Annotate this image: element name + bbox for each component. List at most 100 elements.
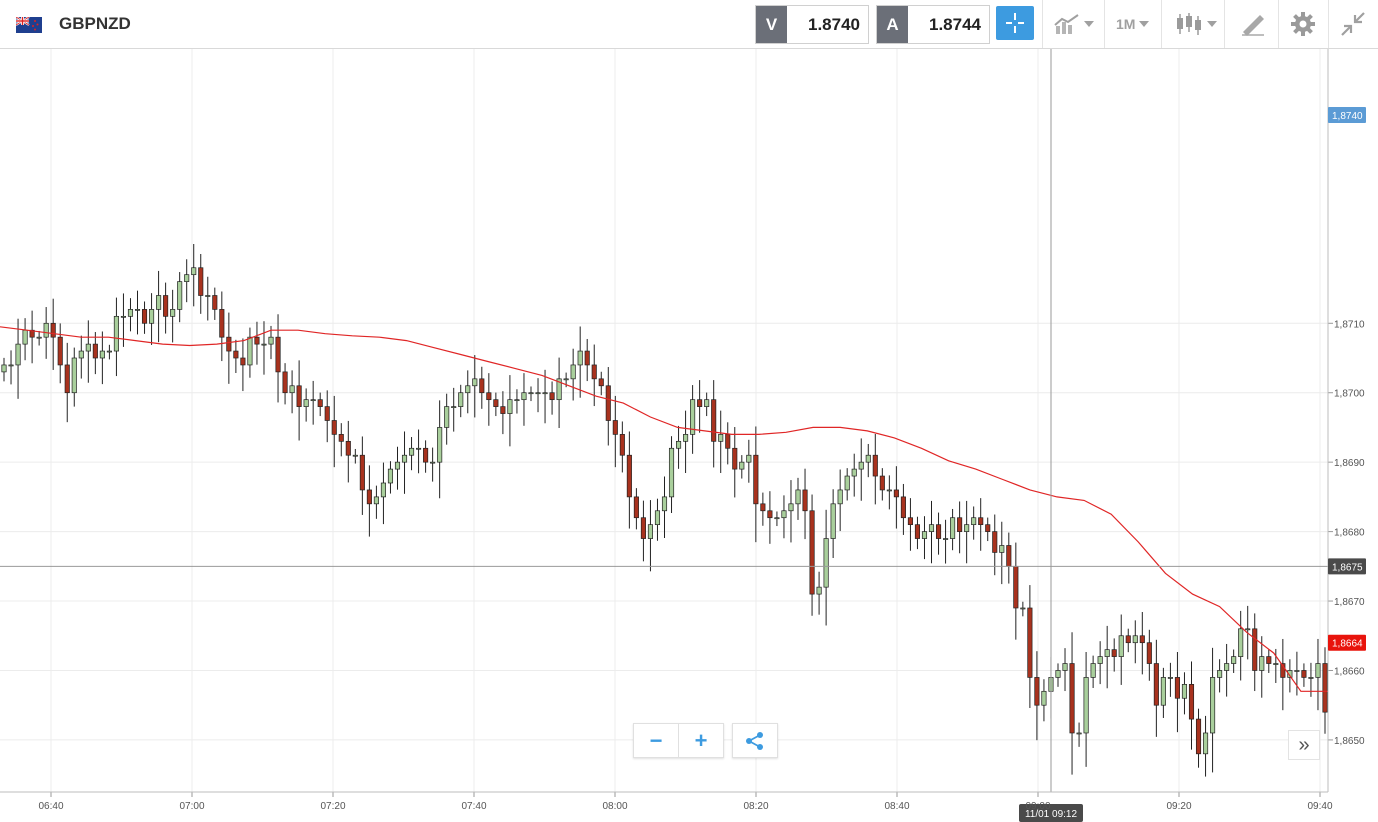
candle [1139, 612, 1145, 675]
candle [739, 455, 745, 479]
candle-body-up [1245, 628, 1251, 631]
candle [619, 421, 625, 473]
candle [85, 320, 91, 383]
candle [401, 431, 408, 494]
share-button[interactable] [732, 723, 778, 758]
indicators-button[interactable] [1054, 10, 1094, 38]
candle [15, 318, 21, 399]
candle-body-up [310, 399, 316, 402]
candle [823, 509, 829, 626]
candle [978, 498, 984, 551]
candle-body-up [1090, 663, 1096, 678]
candle [1055, 663, 1061, 687]
candle [612, 395, 618, 468]
candle-body-up [1294, 670, 1300, 672]
settings-button[interactable] [1290, 10, 1316, 38]
candle-body-up [950, 517, 956, 539]
candle-body-up [247, 336, 253, 366]
candle-body-up [661, 496, 668, 512]
candle [626, 431, 632, 529]
bid-price: 1.8740 [808, 14, 860, 34]
candle-body-down [64, 364, 70, 394]
candle-body-up [472, 378, 478, 387]
candle-body-down [345, 440, 351, 456]
candle-body-down [1006, 545, 1012, 567]
drawing-icon [1242, 15, 1264, 36]
candle-body-up [22, 329, 28, 345]
toolbar-divider [1224, 0, 1225, 48]
candle-body-up [120, 315, 127, 318]
candle [465, 370, 471, 414]
candle [907, 498, 913, 551]
bid-quote-button[interactable]: V 1.8740 [755, 5, 869, 44]
candle [1062, 648, 1068, 692]
candle-body-up [1041, 690, 1047, 706]
candle [317, 392, 323, 417]
candle [36, 330, 42, 346]
drawing-tools-button[interactable] [1240, 10, 1266, 38]
candle-body-up [1160, 677, 1166, 706]
candle-body-up [458, 392, 464, 407]
candle-body-down [1252, 628, 1258, 671]
candle-body-up [1118, 635, 1124, 657]
candle-body-down [626, 454, 632, 498]
candle-body-up [1315, 663, 1321, 678]
candle [858, 438, 864, 501]
candle-body-up [1097, 656, 1103, 664]
price-marker-current [1328, 634, 1366, 651]
candle-body-down [985, 524, 991, 532]
zoom-out-button[interactable]: − [649, 727, 663, 753]
candle-body-up [289, 385, 295, 394]
candle [971, 506, 977, 540]
candle-body-down [331, 420, 337, 435]
price-chart[interactable]: 11/01 09:12 1,86501,86601,86701,86801,86… [0, 49, 1378, 822]
candle [999, 521, 1005, 585]
candle [493, 392, 499, 417]
candle-body-up [1104, 649, 1110, 657]
zoom-in-button[interactable]: + [678, 724, 723, 757]
candle-body-down [296, 385, 302, 407]
candle-body-up [844, 475, 850, 491]
ask-quote-button[interactable]: A 1.8744 [876, 5, 990, 44]
collapse-button[interactable] [1340, 10, 1366, 38]
candle [718, 410, 724, 473]
candle [113, 297, 119, 377]
candle [1027, 585, 1033, 708]
crosshair-button[interactable] [996, 6, 1034, 40]
candle-body-down [338, 434, 344, 442]
candle-body-up [465, 385, 471, 394]
candle-body-up [1210, 677, 1216, 734]
candle-body-up [1020, 607, 1026, 610]
candle [584, 338, 590, 382]
y-tick-label: 1,8670 [1334, 597, 1365, 608]
candle [668, 436, 675, 513]
settings-icon [1291, 12, 1315, 36]
candle [654, 498, 661, 541]
candle [542, 369, 548, 424]
candle [212, 287, 218, 320]
candle [205, 276, 211, 321]
candle-body-down [957, 517, 963, 532]
candle [1069, 632, 1075, 775]
x-tick-label: 08:00 [602, 801, 627, 812]
scroll-to-latest-button[interactable]: » [1288, 730, 1320, 760]
candle-body-down [1174, 677, 1180, 699]
candle-body-down [254, 336, 260, 345]
candle [423, 440, 429, 473]
candle [950, 508, 956, 551]
candle [900, 483, 906, 535]
candle [1224, 643, 1230, 697]
candle [711, 380, 717, 468]
candle [191, 243, 197, 307]
timeframe-dropdown[interactable]: 1M [1116, 10, 1150, 38]
candle-body-down [141, 309, 148, 324]
price-marker-bid [1328, 106, 1366, 123]
candle-body-up [1273, 663, 1279, 665]
candle [1301, 663, 1307, 687]
candle [289, 370, 295, 414]
chart-type-button[interactable] [1175, 10, 1217, 38]
candle [851, 453, 857, 497]
candle-body-up [654, 510, 661, 526]
candle-body-down [1153, 663, 1159, 706]
candle [352, 448, 358, 464]
